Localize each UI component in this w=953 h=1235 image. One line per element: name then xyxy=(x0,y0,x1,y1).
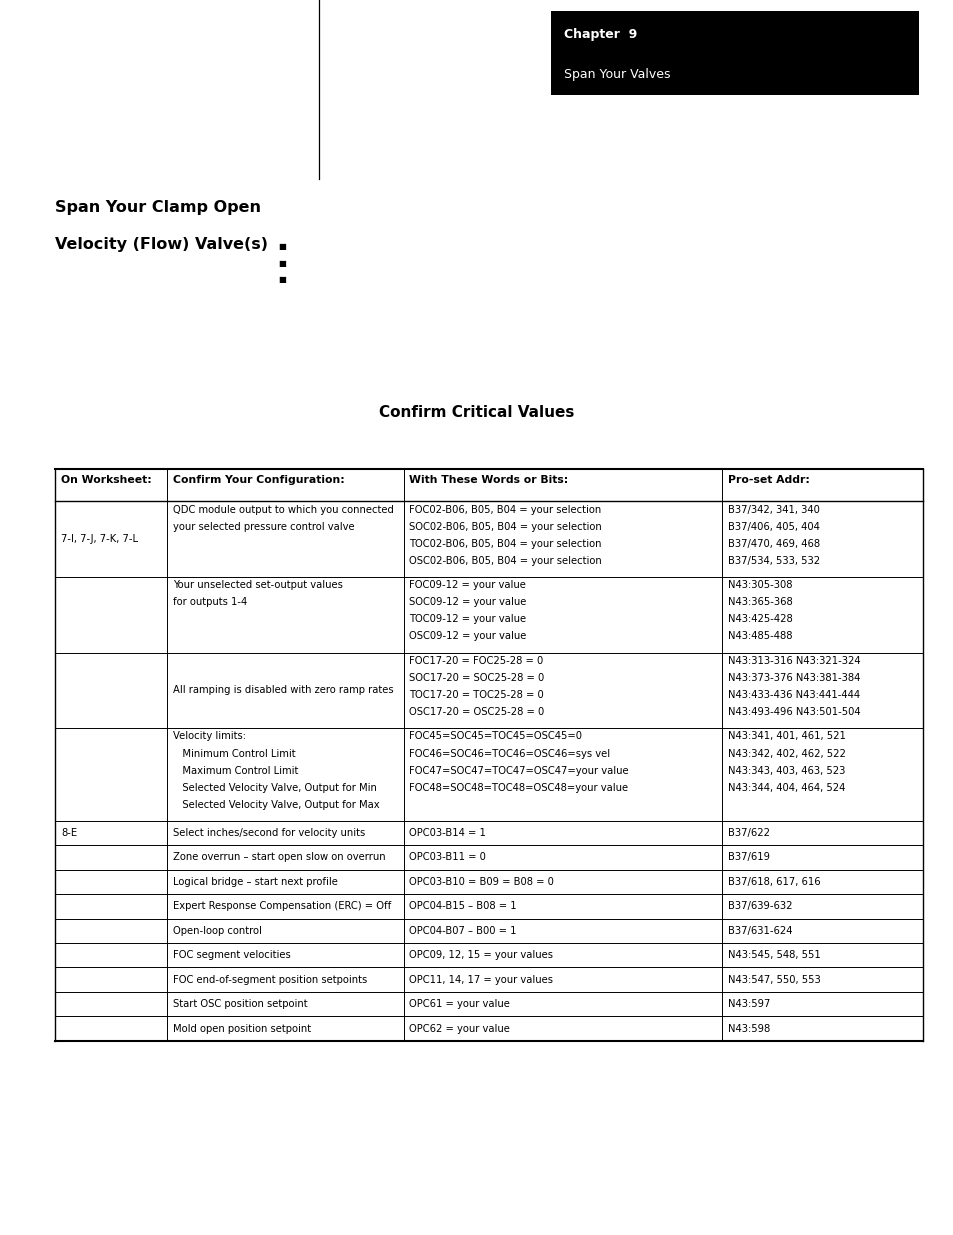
Text: Confirm Your Configuration:: Confirm Your Configuration: xyxy=(172,475,344,485)
Text: N43:485-488: N43:485-488 xyxy=(727,631,792,641)
Text: N43:344, 404, 464, 524: N43:344, 404, 464, 524 xyxy=(727,783,844,793)
Text: B37/631-624: B37/631-624 xyxy=(727,926,792,936)
Text: Maximum Control Limit: Maximum Control Limit xyxy=(172,766,297,776)
Text: FOC02-B06, B05, B04 = your selection: FOC02-B06, B05, B04 = your selection xyxy=(409,505,601,515)
Text: ■: ■ xyxy=(278,258,286,268)
Text: Pro-set Addr:: Pro-set Addr: xyxy=(727,475,809,485)
Text: N43:433-436 N43:441-444: N43:433-436 N43:441-444 xyxy=(727,690,859,700)
Text: N43:305-308: N43:305-308 xyxy=(727,580,792,590)
Text: Selected Velocity Valve, Output for Min: Selected Velocity Valve, Output for Min xyxy=(172,783,376,793)
Text: Your unselected set-output values: Your unselected set-output values xyxy=(172,580,342,590)
Text: 8-E: 8-E xyxy=(61,827,77,839)
Text: N43:365-368: N43:365-368 xyxy=(727,598,792,608)
Text: SOC09-12 = your value: SOC09-12 = your value xyxy=(409,598,526,608)
Text: Chapter  9: Chapter 9 xyxy=(563,28,637,42)
Text: N43:313-316 N43:321-324: N43:313-316 N43:321-324 xyxy=(727,656,860,666)
Text: N43:547, 550, 553: N43:547, 550, 553 xyxy=(727,974,820,984)
Text: FOC09-12 = your value: FOC09-12 = your value xyxy=(409,580,526,590)
Text: OPC09, 12, 15 = your values: OPC09, 12, 15 = your values xyxy=(409,950,553,961)
Text: N43:343, 403, 463, 523: N43:343, 403, 463, 523 xyxy=(727,766,844,776)
Text: QDC module output to which you connected: QDC module output to which you connected xyxy=(172,505,394,515)
Text: Velocity (Flow) Valve(s): Velocity (Flow) Valve(s) xyxy=(55,237,268,252)
Text: Start OSC position setpoint: Start OSC position setpoint xyxy=(172,999,307,1009)
Text: SOC17-20 = SOC25-28 = 0: SOC17-20 = SOC25-28 = 0 xyxy=(409,673,544,683)
Text: All ramping is disabled with zero ramp rates: All ramping is disabled with zero ramp r… xyxy=(172,685,393,695)
Text: N43:373-376 N43:381-384: N43:373-376 N43:381-384 xyxy=(727,673,860,683)
Text: N43:545, 548, 551: N43:545, 548, 551 xyxy=(727,950,820,961)
Text: B37/618, 617, 616: B37/618, 617, 616 xyxy=(727,877,820,887)
Text: B37/406, 405, 404: B37/406, 405, 404 xyxy=(727,522,819,532)
Text: FOC46=SOC46=TOC46=OSC46=sys vel: FOC46=SOC46=TOC46=OSC46=sys vel xyxy=(409,748,610,758)
Text: OSC02-B06, B05, B04 = your selection: OSC02-B06, B05, B04 = your selection xyxy=(409,556,601,566)
Text: With These Words or Bits:: With These Words or Bits: xyxy=(409,475,568,485)
Text: OSC09-12 = your value: OSC09-12 = your value xyxy=(409,631,526,641)
Text: B37/622: B37/622 xyxy=(727,827,769,839)
Text: OPC03-B10 = B09 = B08 = 0: OPC03-B10 = B09 = B08 = 0 xyxy=(409,877,554,887)
Text: 7-I, 7-J, 7-K, 7-L: 7-I, 7-J, 7-K, 7-L xyxy=(61,535,138,545)
Text: N43:341, 401, 461, 521: N43:341, 401, 461, 521 xyxy=(727,731,845,741)
Text: Selected Velocity Valve, Output for Max: Selected Velocity Valve, Output for Max xyxy=(172,800,379,810)
Text: TOC17-20 = TOC25-28 = 0: TOC17-20 = TOC25-28 = 0 xyxy=(409,690,543,700)
Text: TOC09-12 = your value: TOC09-12 = your value xyxy=(409,615,526,625)
Text: FOC17-20 = FOC25-28 = 0: FOC17-20 = FOC25-28 = 0 xyxy=(409,656,543,666)
Text: OPC11, 14, 17 = your values: OPC11, 14, 17 = your values xyxy=(409,974,553,984)
Text: Expert Response Compensation (ERC) = Off: Expert Response Compensation (ERC) = Off xyxy=(172,902,391,911)
Text: Open-loop control: Open-loop control xyxy=(172,926,261,936)
Text: OSC17-20 = OSC25-28 = 0: OSC17-20 = OSC25-28 = 0 xyxy=(409,706,544,718)
Text: On Worksheet:: On Worksheet: xyxy=(61,475,152,485)
Text: Mold open position setpoint: Mold open position setpoint xyxy=(172,1024,311,1034)
Text: ■: ■ xyxy=(278,242,286,252)
Text: OPC62 = your value: OPC62 = your value xyxy=(409,1024,510,1034)
Text: N43:425-428: N43:425-428 xyxy=(727,615,792,625)
Text: ■: ■ xyxy=(278,274,286,284)
Text: OPC03-B14 = 1: OPC03-B14 = 1 xyxy=(409,827,486,839)
Text: B37/639-632: B37/639-632 xyxy=(727,902,792,911)
FancyBboxPatch shape xyxy=(551,11,918,95)
Text: OPC04-B07 – B00 = 1: OPC04-B07 – B00 = 1 xyxy=(409,926,517,936)
Text: B37/534, 533, 532: B37/534, 533, 532 xyxy=(727,556,820,566)
Text: Span Your Clamp Open: Span Your Clamp Open xyxy=(55,200,261,215)
Text: Zone overrun – start open slow on overrun: Zone overrun – start open slow on overru… xyxy=(172,852,385,862)
Text: B37/619: B37/619 xyxy=(727,852,769,862)
Text: N43:598: N43:598 xyxy=(727,1024,769,1034)
Text: Logical bridge – start next profile: Logical bridge – start next profile xyxy=(172,877,337,887)
Text: FOC47=SOC47=TOC47=OSC47=your value: FOC47=SOC47=TOC47=OSC47=your value xyxy=(409,766,628,776)
Text: B37/342, 341, 340: B37/342, 341, 340 xyxy=(727,505,819,515)
Text: FOC segment velocities: FOC segment velocities xyxy=(172,950,290,961)
Text: N43:342, 402, 462, 522: N43:342, 402, 462, 522 xyxy=(727,748,845,758)
Text: TOC02-B06, B05, B04 = your selection: TOC02-B06, B05, B04 = your selection xyxy=(409,538,601,548)
Text: Velocity limits:: Velocity limits: xyxy=(172,731,246,741)
Text: Confirm Critical Values: Confirm Critical Values xyxy=(379,405,574,420)
Text: OPC03-B11 = 0: OPC03-B11 = 0 xyxy=(409,852,486,862)
Text: FOC45=SOC45=TOC45=OSC45=0: FOC45=SOC45=TOC45=OSC45=0 xyxy=(409,731,581,741)
Text: N43:597: N43:597 xyxy=(727,999,769,1009)
Text: Select inches/second for velocity units: Select inches/second for velocity units xyxy=(172,827,365,839)
Text: for outputs 1-4: for outputs 1-4 xyxy=(172,598,247,608)
Text: OPC61 = your value: OPC61 = your value xyxy=(409,999,510,1009)
Text: Minimum Control Limit: Minimum Control Limit xyxy=(172,748,295,758)
Text: SOC02-B06, B05, B04 = your selection: SOC02-B06, B05, B04 = your selection xyxy=(409,522,601,532)
Text: FOC48=SOC48=TOC48=OSC48=your value: FOC48=SOC48=TOC48=OSC48=your value xyxy=(409,783,628,793)
Text: your selected pressure control valve: your selected pressure control valve xyxy=(172,522,354,532)
Text: B37/470, 469, 468: B37/470, 469, 468 xyxy=(727,538,820,548)
Text: OPC04-B15 – B08 = 1: OPC04-B15 – B08 = 1 xyxy=(409,902,517,911)
Text: N43:493-496 N43:501-504: N43:493-496 N43:501-504 xyxy=(727,706,860,718)
Text: FOC end-of-segment position setpoints: FOC end-of-segment position setpoints xyxy=(172,974,367,984)
Text: Span Your Valves: Span Your Valves xyxy=(563,68,670,82)
